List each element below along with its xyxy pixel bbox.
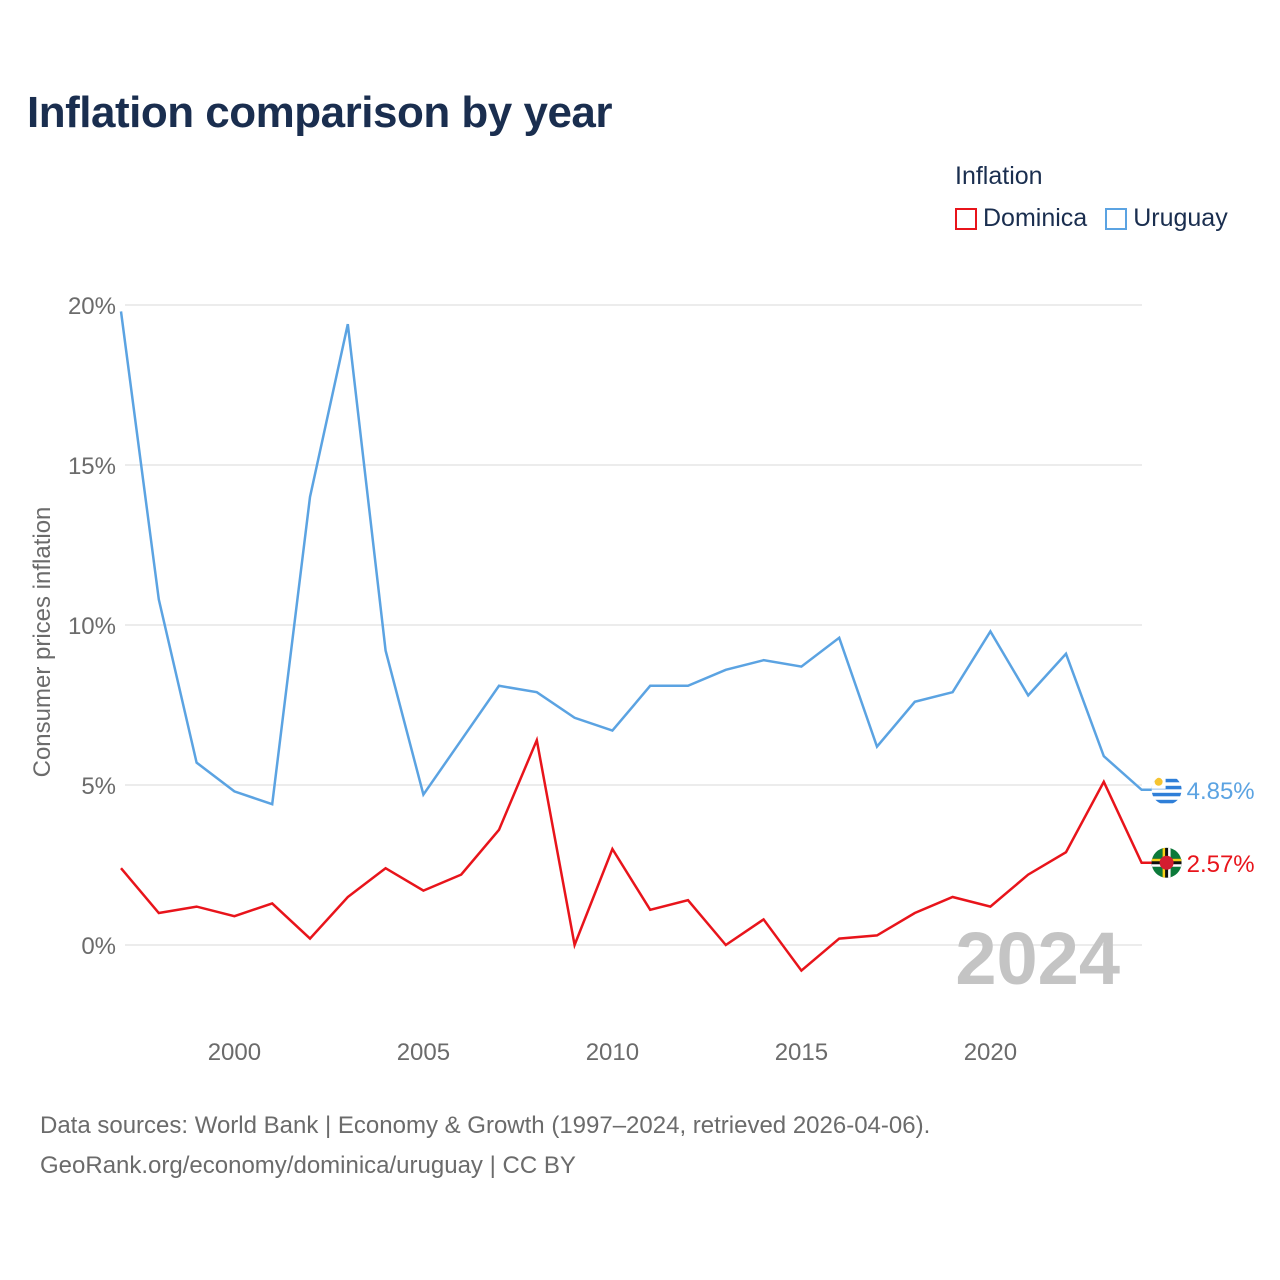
y-axis-label: Consumer prices inflation — [29, 507, 56, 778]
series-line-uruguay[interactable] — [119, 311, 1166, 806]
uruguay-flag-icon — [1151, 774, 1182, 805]
x-tick-label: 2000 — [208, 1039, 261, 1066]
year-watermark: 2024 — [955, 917, 1120, 1000]
y-tick-label: 5% — [81, 773, 116, 800]
y-tick-label: 20% — [68, 293, 116, 320]
legend-item-uruguay[interactable]: Uruguay — [1105, 204, 1228, 233]
series-line-dominica[interactable] — [120, 735, 1166, 973]
x-tick-label: 2005 — [397, 1039, 450, 1066]
line-chart: 0% 5% 10% 15% 20% 2000 2005 2010 2015 2020 2024 C… — [29, 293, 1255, 1066]
source-link[interactable]: GeoRank.org/economy/dominica/uruguay | C… — [40, 1152, 576, 1179]
data-source-line: Data sources: World Bank | Economy & Gro… — [40, 1112, 931, 1139]
footer: Data sources: World Bank | Economy & Gro… — [40, 1106, 930, 1186]
legend: Dominica Uruguay — [955, 204, 1228, 233]
x-tick-label: 2020 — [964, 1039, 1017, 1066]
x-tick-label: 2010 — [586, 1039, 639, 1066]
legend-title: Inflation — [955, 162, 1043, 190]
y-tick-label: 15% — [68, 453, 116, 480]
legend-label-dominica: Dominica — [983, 204, 1088, 232]
end-value-dominica: 2.57% — [1187, 851, 1255, 878]
end-value-uruguay: 4.85% — [1187, 778, 1255, 805]
legend-item-dominica[interactable]: Dominica — [955, 204, 1087, 233]
dominica-flag-icon — [1151, 847, 1182, 878]
legend-label-uruguay: Uruguay — [1133, 204, 1228, 232]
x-tick-label: 2015 — [775, 1039, 828, 1066]
legend-swatch-dominica — [955, 207, 977, 230]
y-tick-label: 10% — [68, 613, 116, 640]
legend-swatch-uruguay — [1105, 207, 1128, 230]
y-tick-label: 0% — [81, 933, 116, 960]
chart-title: Inflation comparison by year — [27, 88, 613, 137]
